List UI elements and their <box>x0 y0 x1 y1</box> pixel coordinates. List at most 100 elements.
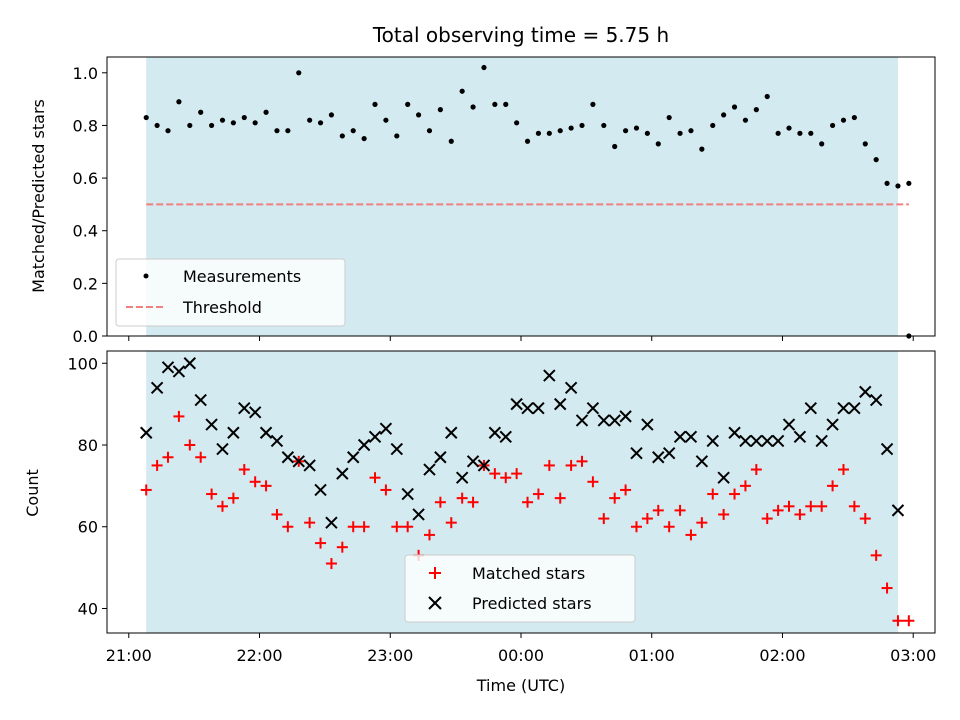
measurement-point <box>154 122 160 129</box>
predicted-star-point <box>140 426 153 439</box>
predicted-star-point <box>314 483 327 497</box>
predicted-star-point <box>336 467 349 480</box>
matched-star-point <box>805 500 817 512</box>
matched-star-point <box>837 464 849 476</box>
measurement-point <box>786 125 792 131</box>
bottom-star-points <box>140 357 915 627</box>
measurement-point <box>405 101 411 107</box>
bottom-y-tick-label: 40 <box>78 599 98 618</box>
matched-star-point <box>391 521 403 533</box>
measurement-point <box>361 135 367 142</box>
matched-star-point <box>816 500 828 512</box>
measurement-point <box>688 128 694 134</box>
matched-star-point <box>674 504 686 516</box>
predicted-star-point <box>281 451 295 464</box>
predicted-star-point <box>477 459 491 472</box>
measurement-point <box>350 128 356 134</box>
measurement-point <box>481 64 487 71</box>
measurement-point <box>285 128 291 134</box>
measurement-point <box>568 125 574 131</box>
predicted-star-point <box>194 393 207 407</box>
measurement-point <box>252 120 258 126</box>
bottom-x-tick-label: 23:00 <box>367 646 413 665</box>
measurement-point <box>383 117 389 123</box>
measurement-point <box>546 130 552 136</box>
predicted-star-point <box>564 381 578 394</box>
matched-star-point <box>587 476 599 488</box>
matched-star-point <box>500 472 512 484</box>
matched-star-point <box>554 492 566 504</box>
predicted-star-point <box>793 430 807 444</box>
predicted-star-point <box>662 446 676 460</box>
matched-star-point <box>729 488 741 500</box>
matched-star-point <box>315 537 327 549</box>
measurement-point <box>873 157 879 163</box>
matched-star-point <box>609 492 621 504</box>
matched-star-point <box>532 488 544 500</box>
measurement-point <box>655 141 661 147</box>
matched-star-point <box>892 615 904 627</box>
top-y-ticks: 0.0 0.2 0.4 0.6 0.8 1.0 <box>73 64 107 346</box>
predicted-star-point <box>401 487 414 501</box>
matched-star-point <box>522 496 534 508</box>
predicted-star-point <box>684 430 698 444</box>
matched-star-point <box>249 476 261 488</box>
predicted-star-point <box>325 516 338 529</box>
measurement-point <box>612 143 618 150</box>
predicted-star-point <box>368 430 382 444</box>
bottom-legend-box <box>404 554 636 623</box>
matched-star-point <box>489 468 501 480</box>
predicted-star-point <box>499 430 512 444</box>
predicted-star-point <box>586 402 600 415</box>
matched-star-point <box>630 521 642 533</box>
matched-star-point <box>347 521 359 533</box>
bottom-y-tick-label: 60 <box>78 518 98 537</box>
bottom-y-tick-label: 80 <box>78 436 98 455</box>
matched-star-point <box>685 529 697 541</box>
legend-threshold-label: Threshold <box>182 298 262 317</box>
matched-star-point <box>903 615 915 627</box>
predicted-star-point <box>150 381 164 394</box>
predicted-star-point <box>880 442 894 456</box>
bottom-panel: 40 60 80 100 21:00 22:00 23:00 00:00 01:00 02:00… <box>23 350 936 695</box>
predicted-star-point <box>761 434 774 448</box>
measurement-point <box>775 130 781 136</box>
bottom-x-tick-label: 01:00 <box>629 646 675 665</box>
predicted-star-point <box>848 402 861 415</box>
measurement-point <box>819 141 825 147</box>
predicted-star-point <box>771 434 785 448</box>
matched-star-point <box>707 488 719 500</box>
measurement-point <box>840 117 847 123</box>
legend-predicted-label: Predicted stars <box>472 594 592 613</box>
matched-star-point <box>151 459 163 471</box>
matched-star-point <box>206 488 218 500</box>
measurement-point <box>448 138 454 144</box>
measurement-point <box>143 114 149 121</box>
measurement-point <box>274 128 280 134</box>
measurement-point <box>677 130 683 136</box>
measurement-point <box>742 117 749 123</box>
measurement-point <box>339 133 345 139</box>
x-axis-label: Time (UTC) <box>476 676 565 695</box>
predicted-star-point <box>161 361 175 374</box>
matched-star-point <box>325 558 337 570</box>
measurement-point <box>514 120 520 126</box>
predicted-star-point <box>739 434 752 448</box>
matched-star-point <box>162 451 174 463</box>
matched-star-point <box>238 464 250 476</box>
measurement-point <box>710 122 716 129</box>
top-y-tick-label: 0.8 <box>73 116 98 135</box>
matched-star-point <box>663 521 675 533</box>
matched-star-point <box>794 508 806 520</box>
matched-star-point <box>511 468 523 480</box>
measurement-point <box>165 128 171 134</box>
predicted-star-point <box>695 455 709 468</box>
bottom-legend: Matched stars Predicted stars <box>404 554 636 623</box>
predicted-star-point <box>706 434 719 448</box>
measurement-point <box>808 130 814 136</box>
matched-star-point <box>271 508 283 520</box>
predicted-star-point <box>619 410 632 423</box>
measurement-point <box>884 180 890 186</box>
predicted-star-point <box>510 397 523 411</box>
matched-star-point <box>260 480 272 492</box>
